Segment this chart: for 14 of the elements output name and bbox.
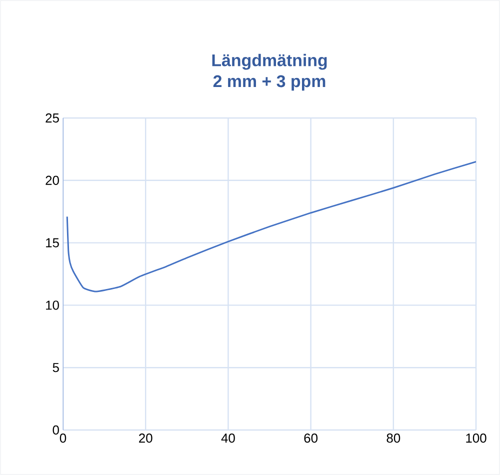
y-tick-label: 10 [46, 300, 59, 310]
x-tick-label: 40 [221, 434, 235, 443]
y-tick-label: 0 [52, 425, 59, 435]
y-tick-label: 5 [52, 363, 59, 372]
x-tick-label: 20 [139, 434, 152, 443]
line-series [66, 160, 476, 292]
x-tick-label: 0 [60, 434, 66, 443]
x-tick-label: 100 [466, 434, 486, 443]
x-tick-label: 60 [304, 434, 318, 443]
y-tick-label: 15 [46, 238, 59, 248]
chart-title: Längdmätning 2 mm + 3 ppm [212, 54, 327, 91]
y-tick-label: 25 [46, 113, 59, 123]
x-tick-label: 80 [386, 434, 400, 443]
y-tick-label: 20 [46, 176, 59, 185]
